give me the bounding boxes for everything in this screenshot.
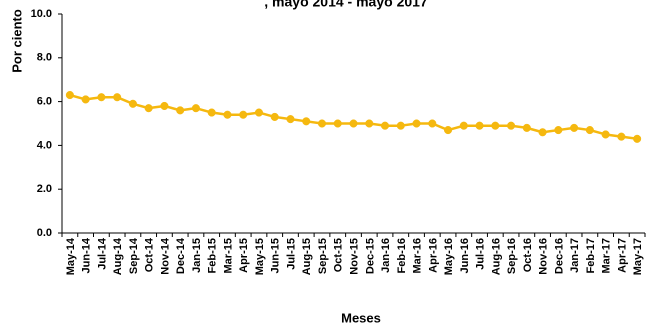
y-tick-label: 0.0 — [37, 227, 52, 239]
x-tick-label: Sep-16 — [506, 238, 518, 274]
series-line — [69, 93, 638, 141]
data-point — [585, 126, 594, 135]
data-point — [81, 95, 90, 104]
x-tick-label: Oct-16 — [522, 238, 534, 272]
x-tick-label: Jun-16 — [459, 238, 471, 273]
x-tick-label: Nov-15 — [349, 238, 361, 275]
y-tick-label: 2.0 — [37, 183, 52, 195]
data-point — [380, 121, 390, 130]
data-point — [97, 93, 106, 102]
x-tick-label: Aug-16 — [490, 238, 502, 275]
x-tick-label: Aug-15 — [301, 238, 313, 275]
x-tick-label: Apr-17 — [616, 238, 628, 273]
x-tick-label: Dec-15 — [364, 238, 376, 274]
x-tick-label: Jan-16 — [380, 238, 392, 273]
x-tick-label: Sep-15 — [317, 238, 329, 274]
data-point — [144, 104, 153, 113]
data-point — [333, 119, 342, 128]
data-point — [601, 130, 610, 139]
chart-title: , mayo 2014 - mayo 2017 — [264, 0, 428, 10]
x-tick-label: Oct-15 — [333, 238, 345, 272]
data-point — [459, 121, 468, 130]
x-tick-label: May-14 — [65, 237, 77, 275]
x-axis-ticks: May-14 Jun-14 Jul-14 Aug-14 Sep-14 Oct-14 Nov-… — [61, 233, 646, 275]
data-point — [491, 121, 500, 130]
x-tick-label: Oct-14 — [144, 237, 156, 272]
data-point — [633, 134, 642, 143]
data-point — [554, 126, 563, 135]
x-tick-label: Mar-15 — [222, 238, 234, 273]
data-point — [396, 121, 405, 130]
x-axis-title: Meses — [341, 310, 381, 325]
y-tick-label: 4.0 — [37, 139, 52, 151]
x-tick-label: Nov-16 — [538, 238, 550, 275]
data-point — [191, 104, 200, 113]
data-point — [176, 106, 185, 115]
x-tick-label: Jan-17 — [569, 238, 581, 273]
data-point — [412, 119, 421, 128]
data-point — [223, 110, 232, 119]
data-point — [65, 90, 74, 100]
x-tick-label: Jun-15 — [270, 238, 282, 273]
x-tick-label: Jun-14 — [81, 237, 93, 273]
data-point — [160, 101, 169, 111]
data-point — [443, 126, 453, 135]
x-tick-label: Mar-16 — [412, 238, 424, 273]
x-tick-label: May-17 — [632, 238, 644, 275]
y-axis-ticks: 0.0 2.0 4.0 6.0 8.0 10.0 — [31, 8, 62, 239]
x-tick-label: Jan-15 — [191, 238, 203, 273]
data-point — [349, 119, 358, 128]
data-point — [617, 132, 626, 141]
data-point — [522, 123, 531, 132]
data-point — [302, 117, 311, 126]
axes — [61, 14, 645, 234]
data-point — [317, 119, 327, 128]
y-tick-label: 10.0 — [31, 8, 52, 20]
data-point — [428, 119, 437, 128]
y-axis-title: Por ciento — [9, 9, 24, 73]
y-tick-label: 8.0 — [37, 52, 52, 64]
x-tick-label: Feb-15 — [207, 238, 219, 273]
x-tick-label: Feb-17 — [585, 238, 597, 273]
data-point — [286, 115, 295, 124]
series-group — [65, 90, 642, 143]
x-tick-label: Mar-17 — [601, 238, 613, 273]
data-point — [538, 128, 547, 137]
data-point — [270, 112, 279, 121]
x-tick-label: Jul-15 — [285, 238, 297, 270]
data-point — [507, 121, 516, 130]
x-tick-label: Dec-14 — [175, 237, 187, 274]
x-tick-label: Jul-16 — [475, 238, 487, 270]
data-point — [207, 108, 216, 117]
data-point — [113, 93, 122, 102]
data-point — [475, 121, 484, 130]
data-point — [239, 110, 248, 119]
data-point — [365, 119, 374, 128]
x-tick-label: Apr-15 — [238, 238, 250, 273]
y-tick-label: 6.0 — [37, 96, 52, 108]
x-tick-label: Feb-16 — [396, 238, 408, 273]
x-tick-label: May-15 — [254, 238, 266, 275]
x-tick-label: Sep-14 — [128, 237, 140, 274]
data-point — [570, 123, 579, 132]
x-tick-label: Dec-16 — [553, 238, 565, 274]
x-tick-label: May-16 — [443, 238, 455, 275]
x-tick-label: Aug-14 — [112, 237, 124, 275]
data-point — [128, 99, 137, 108]
x-tick-label: Jul-14 — [96, 237, 108, 270]
x-tick-label: Apr-16 — [427, 238, 439, 273]
data-point — [254, 108, 264, 117]
x-tick-label: Nov-14 — [159, 237, 171, 275]
